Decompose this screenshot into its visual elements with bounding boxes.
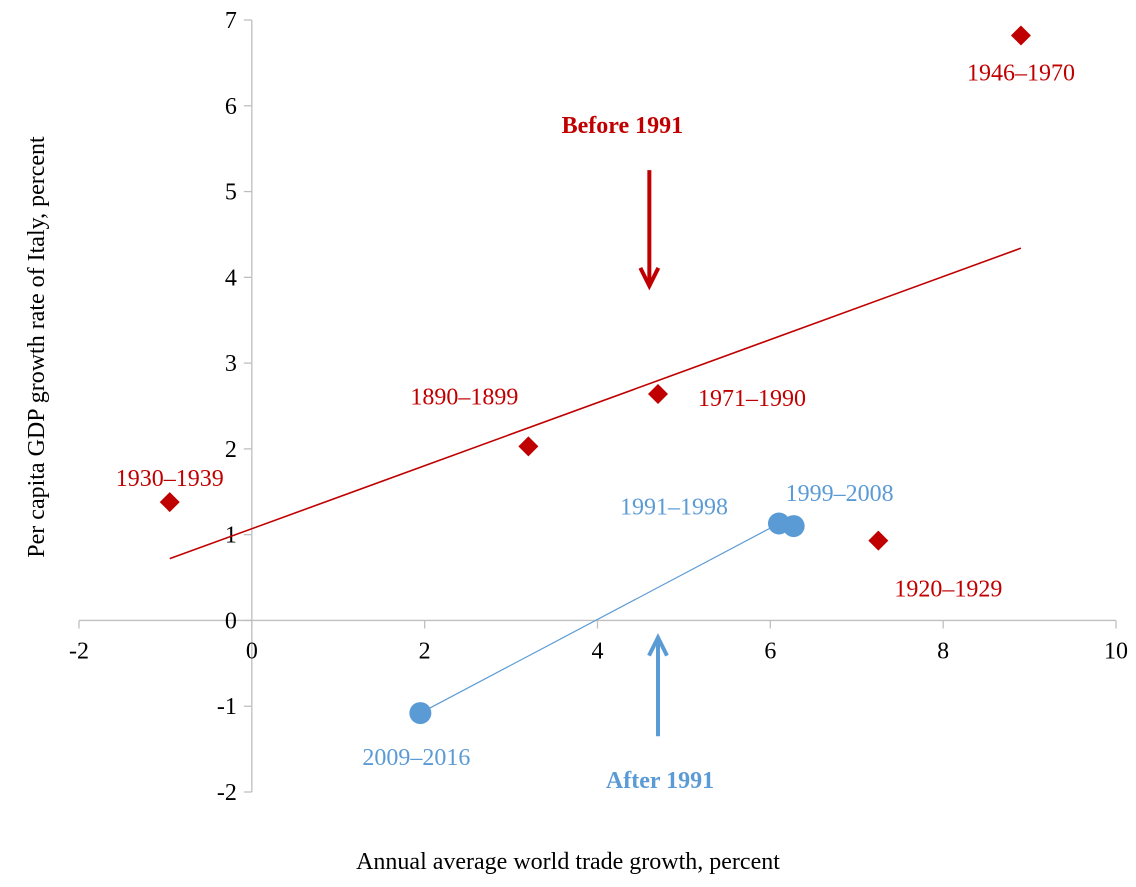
y-tick-label: -1 (217, 694, 237, 720)
before-arrow-head (638, 267, 661, 291)
diamond-marker (159, 492, 180, 513)
y-tick-label: 3 (225, 351, 237, 377)
y-axis-title: Per capita GDP growth rate of Italy, per… (24, 136, 50, 558)
point-label: 1946–1970 (967, 60, 1075, 86)
point-label: 1999–2008 (786, 481, 894, 507)
diamond-marker (647, 383, 668, 404)
after-1991-label: After 1991 (606, 768, 714, 794)
point-label: 2009–2016 (362, 745, 470, 771)
point-label: 1991–1998 (620, 495, 728, 521)
y-tick-label: 4 (225, 265, 237, 291)
y-tick-label: 5 (225, 180, 237, 206)
x-tick-label: -2 (69, 638, 89, 664)
before-1991-label: Before 1991 (562, 113, 684, 139)
y-tick-label: 2 (225, 437, 237, 463)
trendlines (169, 247, 1022, 714)
x-tick-label: 4 (592, 638, 604, 664)
y-tick-label: 7 (225, 8, 237, 34)
x-axis-title: Annual average world trade growth, perce… (356, 849, 780, 875)
y-tick-label: 0 (225, 608, 237, 634)
point-label: 1920–1929 (894, 577, 1002, 603)
after-trendline (420, 522, 780, 714)
point-labels: 1930–1939 1890–1899 1971–1990 1920–1929 1946… (116, 60, 1075, 771)
x-tick-label: 2 (419, 638, 431, 664)
x-tick-label: 10 (1104, 638, 1128, 664)
x-tick-label: 6 (764, 638, 776, 664)
y-tick-label: -2 (217, 780, 237, 806)
diamond-marker (868, 530, 889, 551)
after-arrow-head (647, 633, 669, 657)
diamond-marker (518, 436, 539, 457)
x-tick-label: 8 (937, 638, 949, 664)
point-label: 1971–1990 (698, 386, 806, 412)
y-tick-label: 6 (225, 94, 237, 120)
circle-marker (782, 515, 805, 538)
before-trendline (169, 247, 1022, 560)
data-points (159, 25, 1031, 725)
point-label: 1890–1899 (410, 384, 518, 410)
point-label: 1930–1939 (116, 466, 224, 492)
x-tick-label: 0 (246, 638, 258, 664)
diamond-marker (1010, 25, 1031, 46)
annotations: Before 1991 After 1991 (562, 113, 715, 794)
circle-marker (409, 702, 432, 725)
